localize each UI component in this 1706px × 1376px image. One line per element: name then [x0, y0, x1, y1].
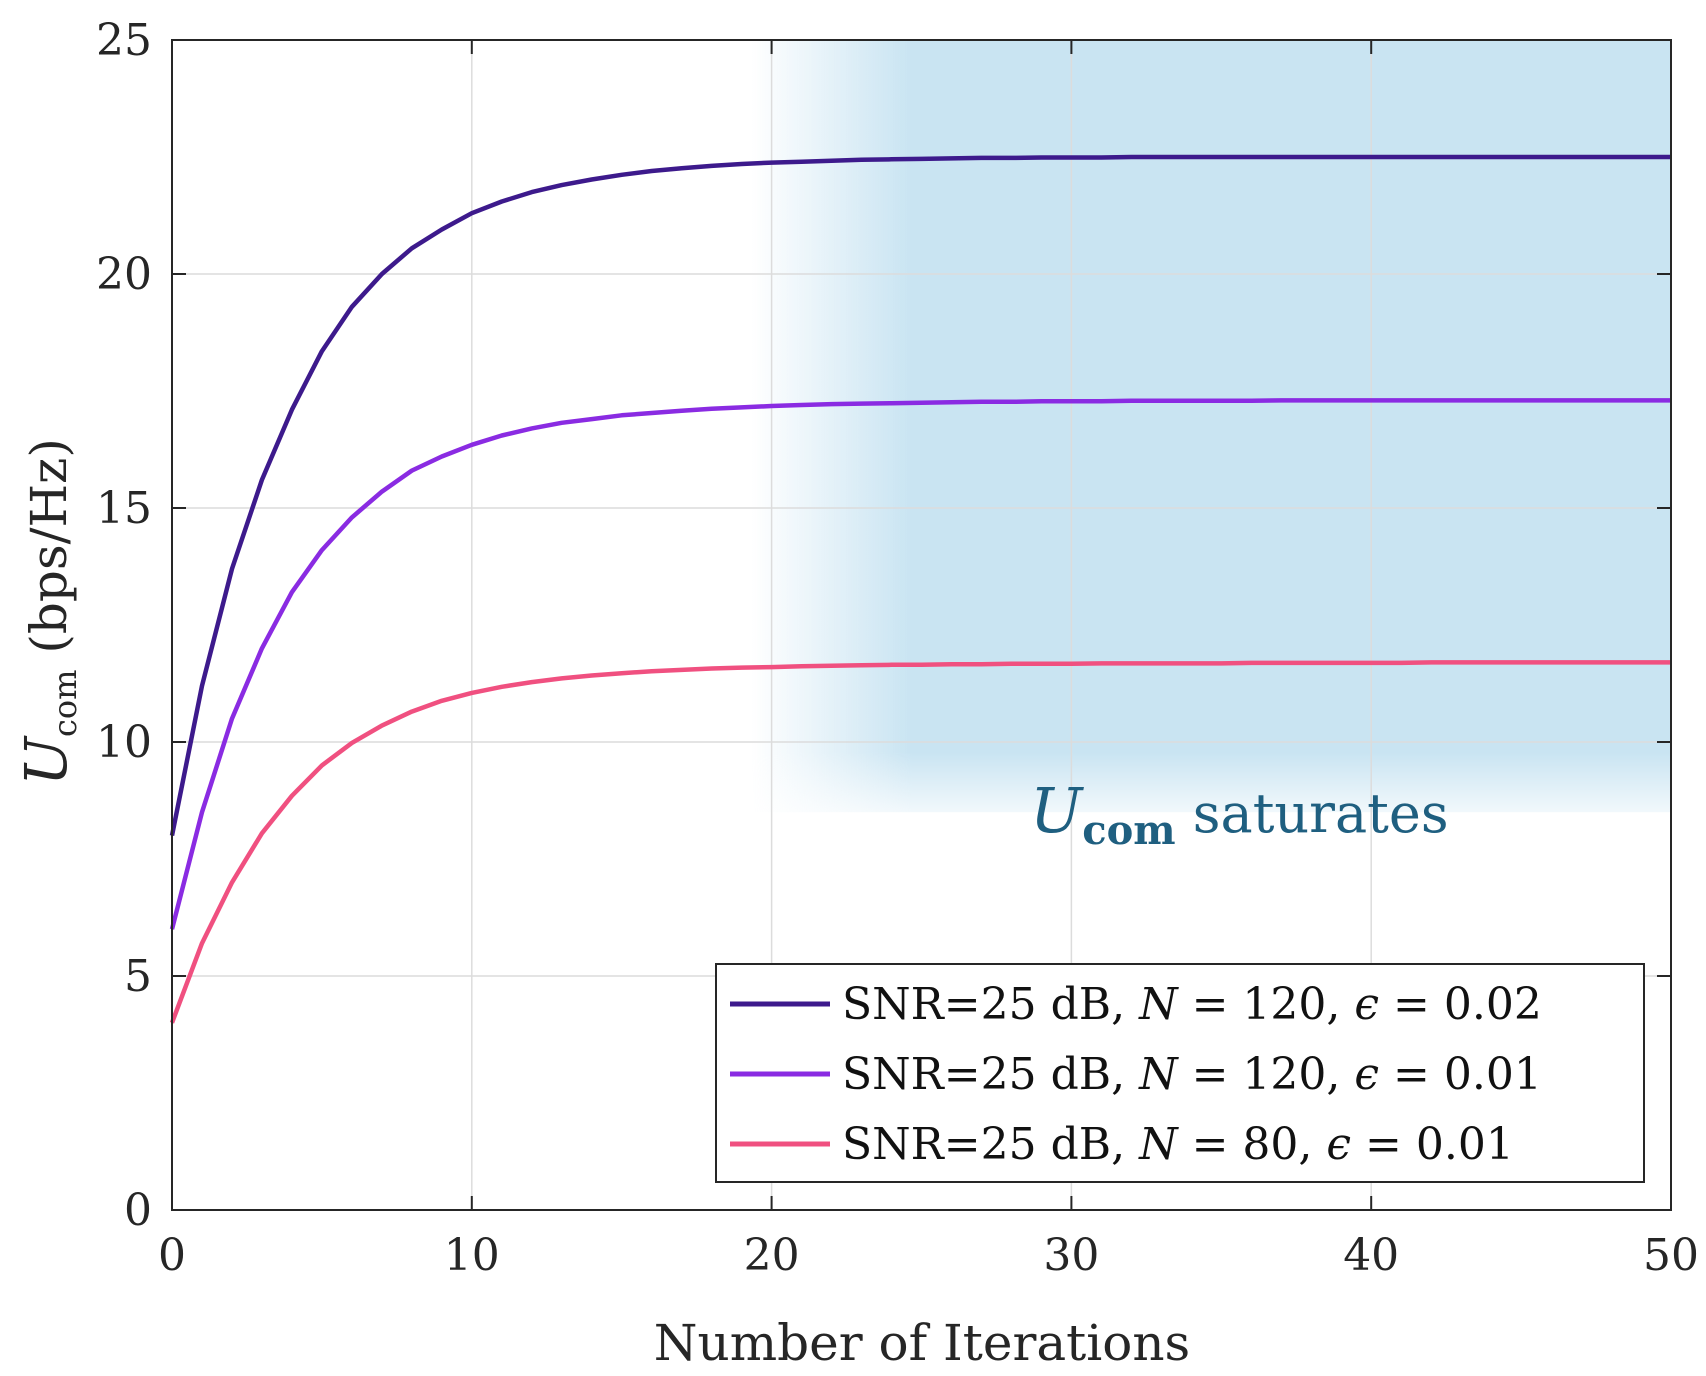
legend-entry: SNR=25 dB, N = 80, ϵ = 0.01 — [842, 1119, 1514, 1170]
y-axis-units: (bps/Hz) — [20, 438, 78, 653]
y-tick-label: 5 — [124, 951, 152, 1002]
x-tick-label: 30 — [1043, 1230, 1099, 1281]
annotation-text: saturates — [1176, 782, 1449, 845]
y-tick-label: 20 — [96, 249, 152, 300]
y-tick-labels: 0 5 10 15 20 25 — [96, 15, 152, 1236]
saturation-region — [741, 40, 1671, 813]
plot-frame — [171, 39, 1672, 1211]
y-axis-subscript: com — [46, 669, 84, 737]
legend-box — [715, 963, 1645, 1183]
grid — [172, 40, 1671, 1210]
saturation-shade — [741, 40, 1671, 813]
ticks — [171, 39, 1672, 1211]
legend: SNR=25 dB, N = 120, ϵ = 0.02 SNR=25 dB, … — [715, 963, 1645, 1183]
annotation-symbol: U — [1030, 774, 1084, 847]
y-axis-symbol: U — [12, 735, 80, 786]
legend-entry: SNR=25 dB, N = 120, ϵ = 0.02 — [842, 979, 1542, 1030]
series-line — [169, 660, 1671, 1024]
y-tick-label: 10 — [96, 717, 152, 768]
x-tick-label: 0 — [158, 1230, 186, 1281]
y-tick-label: 15 — [96, 483, 152, 534]
series-lines — [169, 154, 1671, 1024]
x-tick-label: 20 — [744, 1230, 800, 1281]
series-line — [169, 154, 1671, 837]
x-axis-title: Number of Iterations — [654, 1314, 1190, 1372]
saturation-annotation: Ucom saturates — [1030, 774, 1449, 854]
svg-text:Ucom (bps/Hz): Ucom (bps/Hz) — [12, 438, 84, 786]
series-line — [169, 398, 1671, 930]
x-tick-label: 10 — [444, 1230, 500, 1281]
y-tick-label: 0 — [124, 1185, 152, 1236]
legend-entry: SNR=25 dB, N = 120, ϵ = 0.01 — [842, 1049, 1542, 1100]
y-tick-label: 25 — [96, 15, 152, 66]
y-axis-title: Ucom (bps/Hz) — [12, 438, 84, 786]
x-tick-labels: 0 10 20 30 40 50 — [158, 1230, 1699, 1281]
x-tick-label: 50 — [1643, 1230, 1699, 1281]
annotation-subscript: com — [1082, 807, 1175, 854]
x-tick-label: 40 — [1343, 1230, 1399, 1281]
